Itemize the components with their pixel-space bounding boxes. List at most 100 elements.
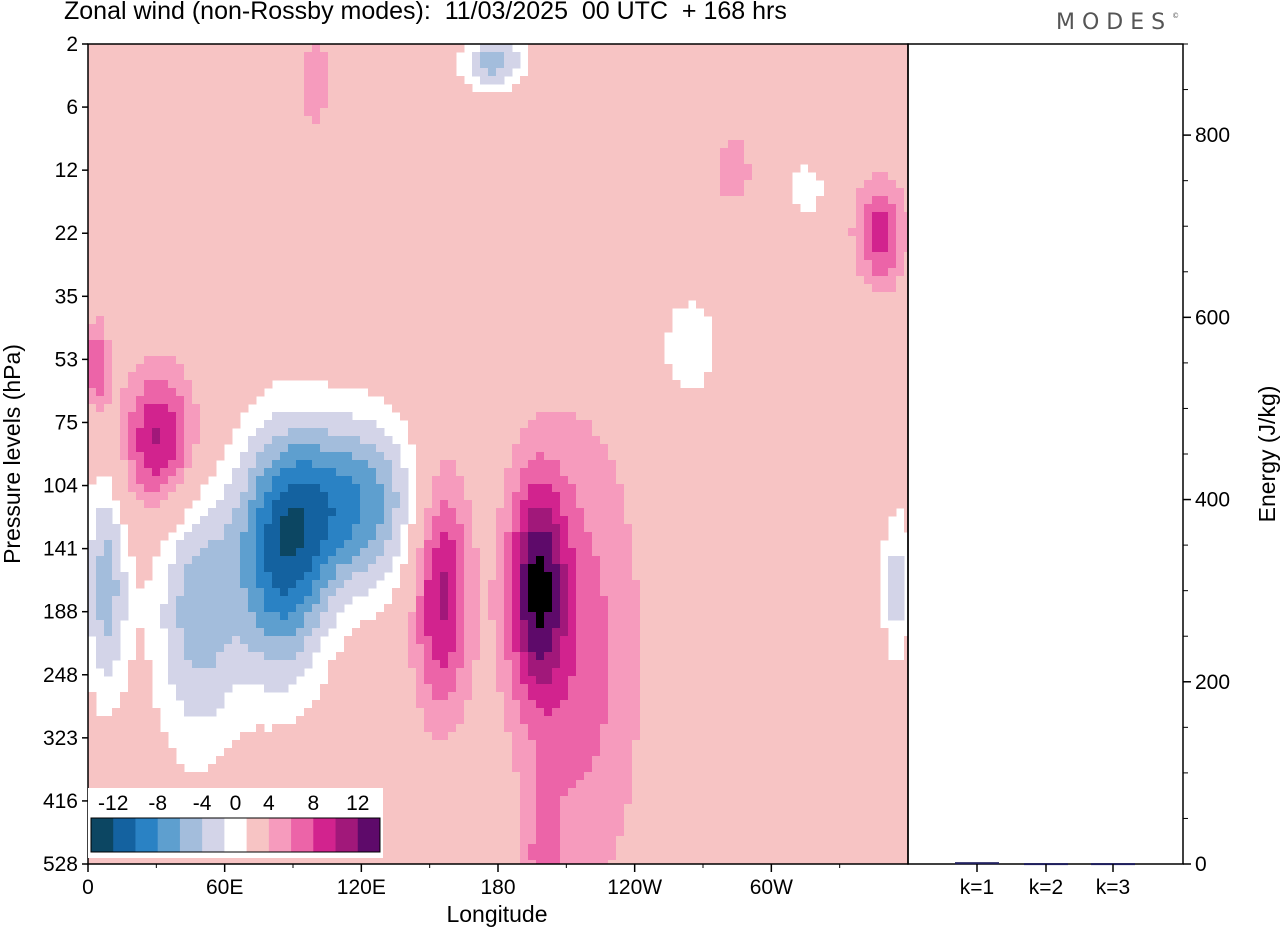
heatmap-cell [304, 436, 313, 445]
heatmap-cell [448, 244, 457, 253]
heatmap-cell [728, 308, 737, 317]
heatmap-cell [456, 124, 465, 133]
heatmap-cell [408, 220, 417, 229]
heatmap-cell [696, 268, 705, 277]
heatmap-cell [416, 156, 425, 165]
heatmap-cell [408, 396, 417, 405]
heatmap-cell [512, 180, 521, 189]
heatmap-cell [208, 52, 217, 61]
heatmap-cell [896, 92, 905, 101]
heatmap-cell [760, 420, 769, 429]
heatmap-cell [352, 380, 361, 389]
heatmap-cell [288, 252, 297, 261]
heatmap-cell [312, 244, 321, 253]
heatmap-cell [104, 116, 113, 125]
heatmap-cell [808, 332, 817, 341]
heatmap-cell [560, 124, 569, 133]
heatmap-cell [296, 116, 305, 125]
heatmap-cell [104, 44, 113, 53]
heatmap-cell [880, 428, 889, 437]
heatmap-cell [648, 100, 657, 109]
heatmap-cell [128, 228, 137, 237]
heatmap-cell [648, 124, 657, 133]
heatmap-cell [480, 268, 489, 277]
heatmap-cell [392, 180, 401, 189]
heatmap-cell [552, 388, 561, 397]
heatmap-cell [664, 276, 673, 285]
heatmap-cell [432, 204, 441, 213]
heatmap-cell [552, 188, 561, 197]
heatmap-cell [344, 116, 353, 125]
heatmap-cell [200, 68, 209, 77]
heatmap-cell [408, 300, 417, 309]
heatmap-cell [848, 268, 857, 277]
heatmap-cell [144, 76, 153, 85]
heatmap-cell [440, 324, 449, 333]
heatmap-cell [128, 108, 137, 117]
heatmap-cell [392, 252, 401, 261]
heatmap-cell [368, 84, 377, 93]
heatmap-cell [752, 44, 761, 53]
heatmap-cell [792, 68, 801, 77]
heatmap-cell [560, 188, 569, 197]
heatmap-cell [480, 428, 489, 437]
heatmap-cell [368, 108, 377, 117]
heatmap-cell [528, 172, 537, 181]
heatmap-cell [568, 340, 577, 349]
heatmap-cell [536, 220, 545, 229]
heatmap-cell [528, 204, 537, 213]
heatmap-cell [344, 316, 353, 325]
heatmap-cell [136, 172, 145, 181]
heatmap-cell [776, 364, 785, 373]
heatmap-cell [640, 60, 649, 69]
heatmap-cell [768, 172, 777, 181]
heatmap-cell [256, 324, 265, 333]
heatmap-cell [680, 404, 689, 413]
heatmap-cell [600, 372, 609, 381]
heatmap-cell [432, 180, 441, 189]
heatmap-cell [120, 356, 129, 365]
heatmap-cell [88, 348, 97, 357]
heatmap-cell [504, 372, 513, 381]
heatmap-cell [192, 188, 201, 197]
heatmap-cell [832, 236, 841, 245]
heatmap-cell [888, 116, 897, 125]
heatmap-cell [320, 372, 329, 381]
heatmap-cell [576, 412, 585, 421]
heatmap-cell [376, 76, 385, 85]
heatmap-cell [328, 300, 337, 309]
heatmap-cell [688, 68, 697, 77]
heatmap-cell [504, 412, 513, 421]
heatmap-cell [896, 428, 905, 437]
heatmap-cell [520, 348, 529, 357]
heatmap-cell [328, 228, 337, 237]
heatmap-cell [624, 420, 633, 429]
heatmap-cell [760, 180, 769, 189]
heatmap-cell [592, 412, 601, 421]
heatmap-cell [112, 388, 121, 397]
heatmap-cell [448, 180, 457, 189]
heatmap-cell [768, 140, 777, 149]
heatmap-cell [216, 172, 225, 181]
heatmap-cell [712, 284, 721, 293]
heatmap-cell [736, 252, 745, 261]
heatmap-cell [464, 268, 473, 277]
heatmap-cell [136, 228, 145, 237]
heatmap-cell [496, 60, 505, 69]
heatmap-cell [136, 84, 145, 93]
heatmap-cell [624, 428, 633, 437]
heatmap-cell [744, 292, 753, 301]
heatmap-cell [848, 116, 857, 125]
heatmap-cell [376, 428, 385, 437]
heatmap-cell [752, 348, 761, 357]
heatmap-cell [424, 60, 433, 69]
heatmap-cell [368, 252, 377, 261]
heatmap-cell [568, 308, 577, 317]
heatmap-cell [112, 84, 121, 93]
heatmap-cell [720, 396, 729, 405]
heatmap-cell [608, 44, 617, 53]
heatmap-cell [184, 68, 193, 77]
heatmap-cell [512, 300, 521, 309]
heatmap-cell [640, 92, 649, 101]
heatmap-cell [528, 212, 537, 221]
